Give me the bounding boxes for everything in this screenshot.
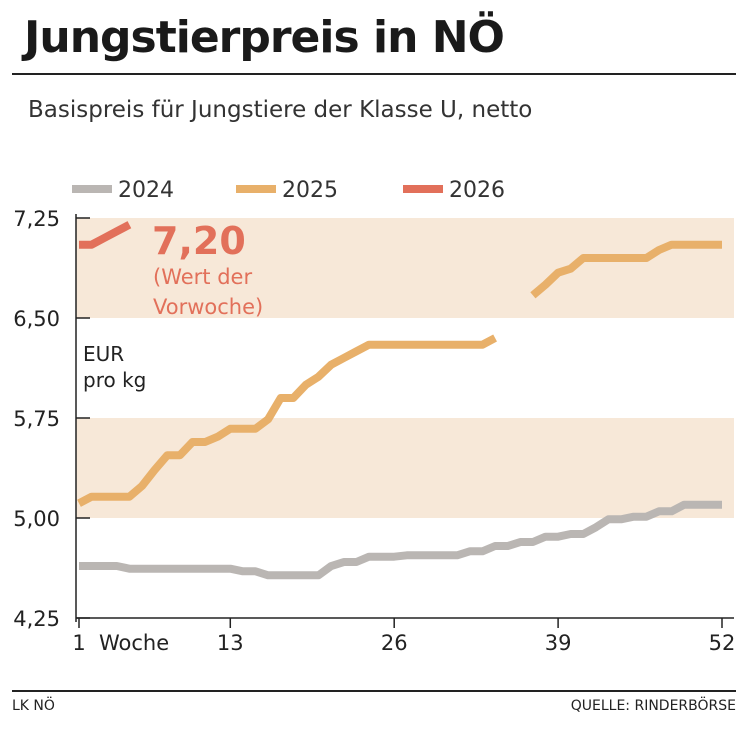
band-1 xyxy=(76,218,734,318)
chart-subtitle: Basispreis für Jungstiere der Klasse U, … xyxy=(28,97,533,123)
series-line-2026 xyxy=(79,221,132,249)
y-axis-label: pro kg xyxy=(83,368,146,392)
annotation-note: (Wert der xyxy=(153,265,252,289)
x-tick-label: 52 xyxy=(709,631,736,655)
y-tick-label: 7,25 xyxy=(13,207,60,231)
legend-label-2024: 2024 xyxy=(118,178,174,203)
x-tick-label: 1 xyxy=(72,631,85,655)
legend-label-2025: 2025 xyxy=(282,178,338,203)
footer-source-left: LK NÖ xyxy=(12,698,55,714)
footer-source-right: QUELLE: RINDERBÖRSE xyxy=(570,698,736,714)
x-tick-label: 13 xyxy=(217,631,244,655)
y-tick-label: 5,75 xyxy=(13,407,60,431)
y-axis-label: EUR xyxy=(83,342,124,366)
y-tick-label: 6,50 xyxy=(13,307,60,331)
title-divider xyxy=(12,73,736,75)
annotation-note: Vorwoche) xyxy=(153,295,263,319)
series-line-2024 xyxy=(79,500,722,580)
series-line-2025 xyxy=(77,240,722,507)
price-chart: 7,25 6,50 5,75 5,00 4,25 1 13 26 39 52 Woche EURpro… xyxy=(13,178,736,655)
page-title: Jungstierpreis in NÖ xyxy=(24,12,505,63)
x-axis-label: Woche xyxy=(99,631,169,655)
band-0 xyxy=(76,418,734,518)
annotation-value: 7,20 xyxy=(152,219,246,263)
footer-divider xyxy=(12,690,736,692)
y-tick-label: 5,00 xyxy=(13,507,60,531)
x-tick-label: 26 xyxy=(381,631,408,655)
legend-label-2026: 2026 xyxy=(449,178,505,203)
x-tick-label: 39 xyxy=(545,631,572,655)
y-tick-label: 4,25 xyxy=(13,607,60,631)
